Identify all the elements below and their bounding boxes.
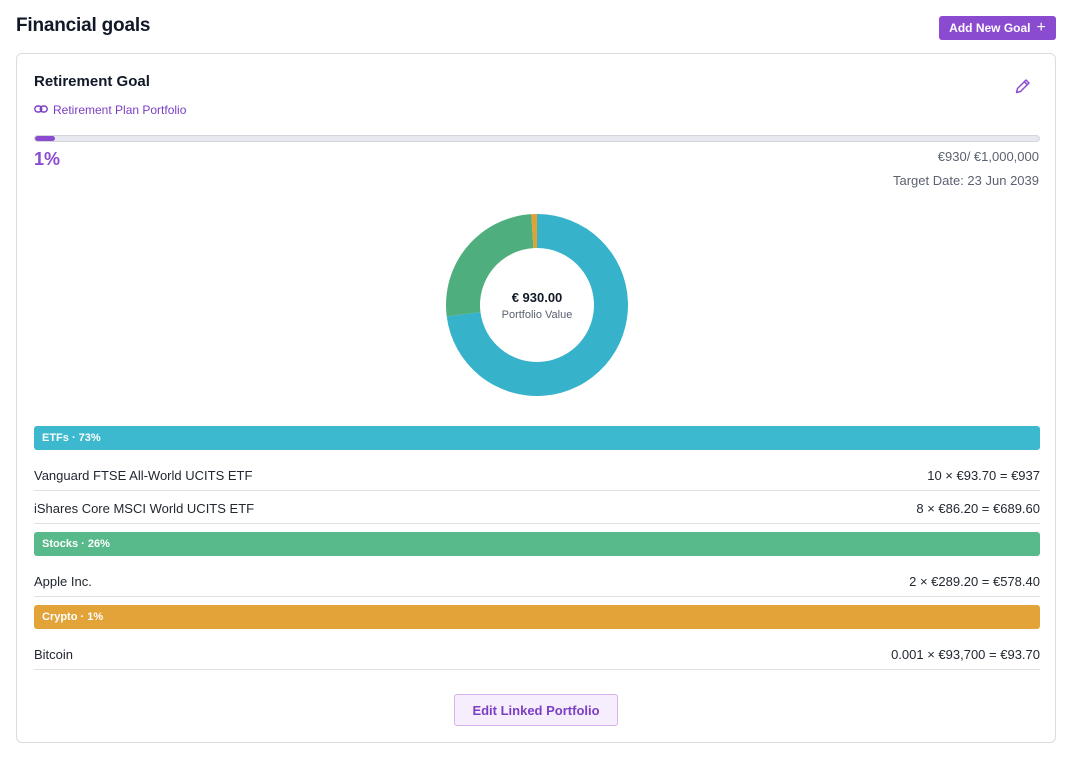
holding-name: iShares Core MSCI World UCITS ETF bbox=[34, 501, 255, 516]
category-bar-stocks: Stocks · 26% bbox=[34, 532, 1040, 556]
holding-name: Bitcoin bbox=[34, 647, 74, 662]
goal-card: Retirement Goal Retirement Plan Portfoli… bbox=[16, 53, 1056, 743]
donut-center: € 930.00 Portfolio Value bbox=[446, 214, 628, 396]
plus-icon: + bbox=[1036, 18, 1046, 36]
link-icon bbox=[34, 103, 48, 117]
page-title: Financial goals bbox=[16, 15, 151, 36]
holding-row: Bitcoin 0.001 × €93,700 = €93.70 bbox=[34, 638, 1040, 670]
donut-value: € 930.00 bbox=[511, 289, 563, 305]
donut-slice-etfs bbox=[446, 214, 628, 396]
edit-linked-portfolio-button[interactable]: Edit Linked Portfolio bbox=[454, 694, 618, 726]
category-bar-crypto: Crypto · 1% bbox=[34, 605, 1040, 629]
linked-portfolio-link[interactable]: Retirement Plan Portfolio bbox=[34, 103, 186, 117]
pencil-icon[interactable] bbox=[1013, 76, 1033, 96]
holding-calc: 8 × €86.20 = €689.60 bbox=[916, 501, 1040, 516]
goal-target-date: Target Date: 23 Jun 2039 bbox=[893, 173, 1039, 188]
goal-progress-fill bbox=[35, 136, 56, 141]
add-new-goal-button[interactable]: Add New Goal + bbox=[939, 16, 1056, 40]
goal-title: Retirement Goal bbox=[34, 73, 150, 90]
holding-calc: 10 × €93.70 = €937 bbox=[927, 468, 1040, 483]
portfolio-donut-chart: € 930.00 Portfolio Value bbox=[446, 214, 628, 396]
holding-name: Apple Inc. bbox=[34, 574, 92, 589]
holding-calc: 0.001 × €93,700 = €93.70 bbox=[891, 647, 1040, 662]
holding-row: Vanguard FTSE All-World UCITS ETF 10 × €… bbox=[34, 459, 1040, 491]
donut-slice-crypto bbox=[531, 214, 537, 249]
goal-progress-percent: 1% bbox=[34, 149, 61, 169]
category-label: ETFs · 73% bbox=[42, 432, 101, 444]
category-label: Stocks · 26% bbox=[42, 538, 110, 550]
holding-row: iShares Core MSCI World UCITS ETF 8 × €8… bbox=[34, 492, 1040, 524]
goal-progress-bar bbox=[34, 135, 1040, 142]
category-label: Crypto · 1% bbox=[42, 611, 104, 623]
linked-portfolio-label: Retirement Plan Portfolio bbox=[53, 103, 187, 117]
donut-slice-stocks bbox=[446, 214, 534, 317]
holding-row: Apple Inc. 2 × €289.20 = €578.40 bbox=[34, 565, 1040, 597]
donut-label: Portfolio Value bbox=[501, 308, 573, 321]
donut-svg bbox=[446, 214, 628, 396]
goal-amount: €930/ €1,000,000 bbox=[937, 149, 1039, 164]
category-bar-etfs: ETFs · 73% bbox=[34, 426, 1040, 450]
holding-name: Vanguard FTSE All-World UCITS ETF bbox=[34, 468, 253, 483]
add-new-goal-label: Add New Goal bbox=[949, 21, 1031, 35]
holding-calc: 2 × €289.20 = €578.40 bbox=[909, 574, 1040, 589]
